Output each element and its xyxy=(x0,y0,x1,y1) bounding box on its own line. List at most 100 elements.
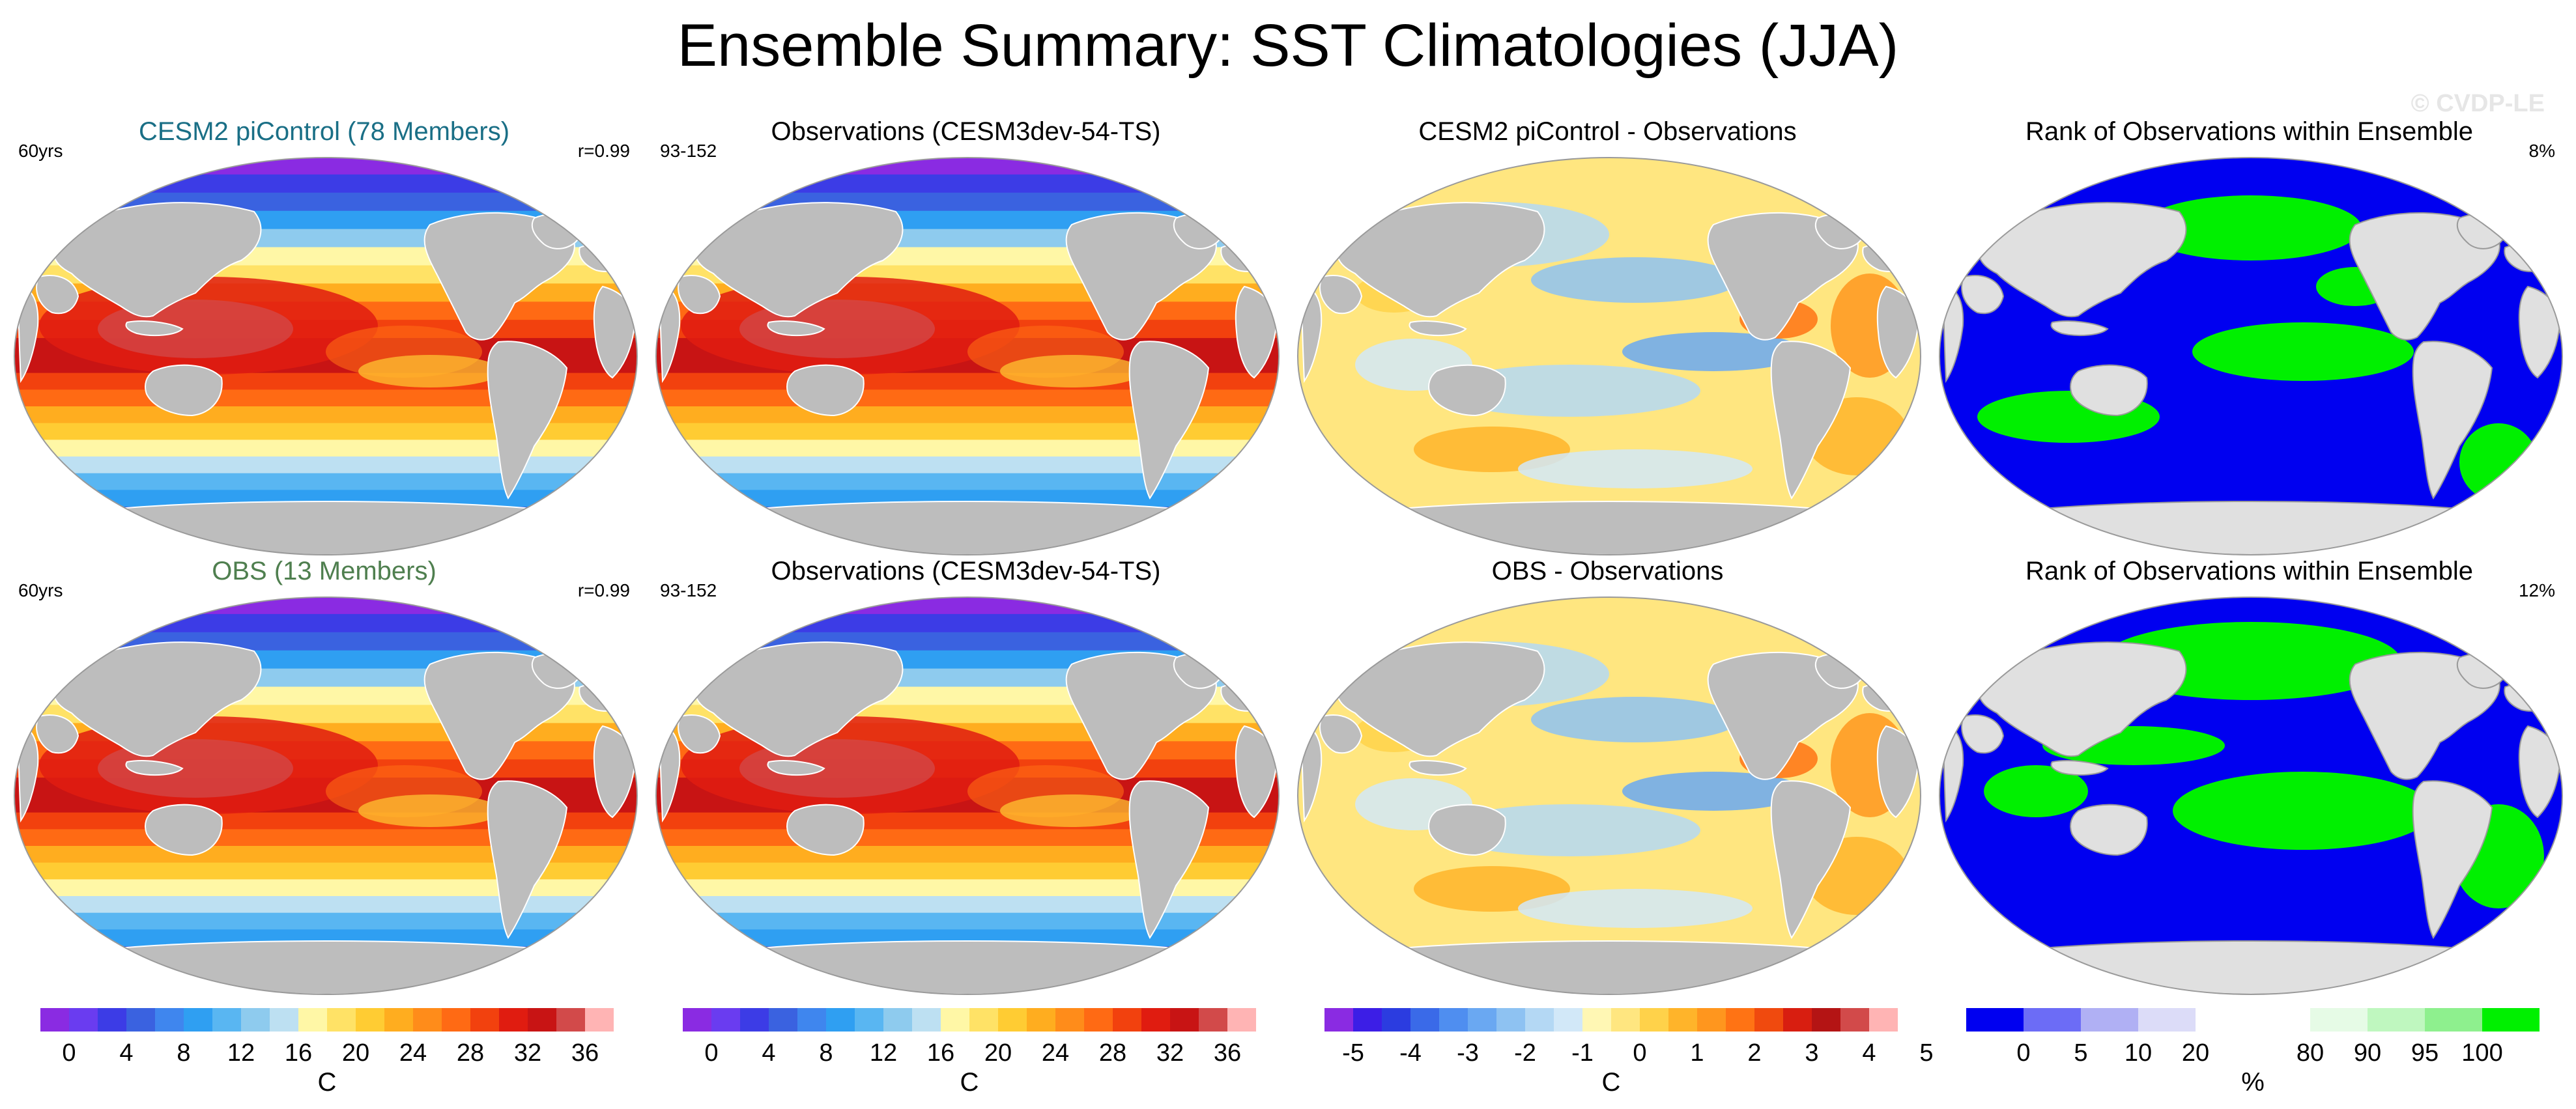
colorbar-tick-label: 3 xyxy=(1805,1039,1819,1067)
colorbar-swatch xyxy=(442,1008,470,1032)
panel-title: Rank of Observations within Ensemble xyxy=(2025,117,2473,146)
colorbar-swatch xyxy=(711,1008,740,1032)
map-sst xyxy=(655,156,1280,557)
colorbar-tick-label: -2 xyxy=(1514,1039,1536,1067)
panel-cesm2-climatology: CESM2 piControl (78 Members) 60yrs r=0.9… xyxy=(7,117,642,573)
colorbar-swatch xyxy=(413,1008,442,1032)
landmass xyxy=(1336,641,1545,757)
colorbar-tick-label: 24 xyxy=(399,1039,427,1067)
landmass xyxy=(678,714,721,754)
colorbar-tick-label: 100 xyxy=(2461,1039,2503,1067)
colorbar-swatch xyxy=(883,1008,912,1032)
colorbar-tick-label: 28 xyxy=(1098,1039,1127,1067)
colorbar-swatch xyxy=(126,1008,155,1032)
colorbar-swatch xyxy=(855,1008,883,1032)
world-map xyxy=(655,597,1280,995)
landmass xyxy=(89,501,562,555)
colorbar-swatch xyxy=(98,1008,126,1032)
data-field xyxy=(1939,158,2562,555)
colorbar-swatch xyxy=(2138,1008,2196,1032)
colorbar-tick-label: 0 xyxy=(1633,1039,1647,1067)
colorbar-tick-label: 8 xyxy=(819,1039,833,1067)
colorbar-swatch xyxy=(2310,1008,2368,1032)
landmass xyxy=(786,364,865,417)
colorbar-swatch xyxy=(1783,1008,1812,1032)
panel-right-label: 8% xyxy=(2528,141,2555,161)
colorbar-swatch xyxy=(1726,1008,1754,1032)
world-map xyxy=(1939,597,2563,995)
panel-title: CESM2 piControl - Observations xyxy=(1418,117,1797,146)
landmass xyxy=(2412,341,2493,499)
colorbar-tick-label: 8 xyxy=(177,1039,191,1067)
map-border xyxy=(1297,597,1921,995)
colorbar-swatch xyxy=(998,1008,1027,1032)
colorbar-tick-label: 4 xyxy=(1862,1039,1876,1067)
colorbar-swatches xyxy=(40,1008,614,1032)
landmass xyxy=(36,714,79,754)
landmass xyxy=(53,202,262,318)
landmass xyxy=(1373,501,1846,555)
map-border xyxy=(655,597,1280,995)
colorbar-swatch xyxy=(2425,1008,2482,1032)
colorbar-tick-label: -1 xyxy=(1571,1039,1594,1067)
landmass xyxy=(786,804,865,856)
colorbar-tick-label: 32 xyxy=(513,1039,542,1067)
panel-rank-2: Rank of Observations within Ensemble 12% xyxy=(1932,557,2567,1013)
landmass xyxy=(731,501,1204,555)
map-sst xyxy=(13,156,638,557)
colorbar-swatch xyxy=(1966,1008,2024,1032)
colorbar-swatch xyxy=(2081,1008,2138,1032)
colorbar-swatch xyxy=(2368,1008,2425,1032)
colorbar-swatch xyxy=(40,1008,69,1032)
colorbar-swatch xyxy=(384,1008,413,1032)
colorbar-diff: -5 -4 -3 -2 -1 0 1 2 3 4 5 C xyxy=(1324,1008,1934,1099)
colorbar-swatch xyxy=(1840,1008,1869,1032)
panel-cesm2-minus-obs: CESM2 piControl - Observations xyxy=(1290,117,1925,573)
landmass xyxy=(1319,714,1363,754)
landmass xyxy=(1336,202,1545,318)
colorbar-swatch xyxy=(499,1008,528,1032)
landmass xyxy=(1428,804,1506,856)
world-map xyxy=(655,157,1280,555)
colorbar-tick-label: 5 xyxy=(1919,1039,1934,1067)
landmass xyxy=(1428,364,1506,417)
landmass xyxy=(2070,364,2148,417)
colorbar-tick-label: 0 xyxy=(704,1039,719,1067)
panel-title: Observations (CESM3dev-54-TS) xyxy=(771,557,1161,585)
colorbar-swatch xyxy=(1353,1008,1382,1032)
map-border xyxy=(1939,597,2563,995)
colorbar-swatch xyxy=(2196,1008,2253,1032)
colorbar-swatch xyxy=(1468,1008,1496,1032)
colorbar-sst-1: 0 4 8 12 16 20 24 28 32 36 C xyxy=(40,1008,614,1099)
world-map xyxy=(1297,157,1921,555)
colorbar-tick-label: 32 xyxy=(1156,1039,1184,1067)
colorbar-swatch xyxy=(1668,1008,1697,1032)
colorbar-tick-label: 12 xyxy=(227,1039,255,1067)
colorbar-tick-label: 20 xyxy=(341,1039,370,1067)
colorbar-swatch xyxy=(1697,1008,1726,1032)
world-map xyxy=(1939,157,2563,555)
colorbar-swatch xyxy=(1084,1008,1113,1032)
colorbar-swatch xyxy=(1754,1008,1783,1032)
colorbar-swatch xyxy=(2482,1008,2540,1032)
colorbar-tick-label: -5 xyxy=(1342,1039,1364,1067)
colorbar-swatch xyxy=(769,1008,797,1032)
colorbar-swatch xyxy=(1869,1008,1898,1032)
landmass xyxy=(1961,275,2005,315)
landmass xyxy=(145,804,223,856)
landmass xyxy=(1319,275,1363,315)
panel-title: OBS - Observations xyxy=(1491,557,1724,585)
colorbar-swatch xyxy=(556,1008,585,1032)
map-border xyxy=(14,157,638,555)
colorbar-swatch xyxy=(2253,1008,2310,1032)
colorbar-unit: C xyxy=(1601,1068,1621,1097)
colorbar-swatch xyxy=(298,1008,327,1032)
landmass xyxy=(89,940,562,994)
colorbar-swatches xyxy=(683,1008,1256,1032)
colorbar-swatch xyxy=(797,1008,826,1032)
panel-right-label: r=0.99 xyxy=(577,141,630,161)
colorbar-swatch xyxy=(1199,1008,1227,1032)
colorbar-swatch xyxy=(683,1008,711,1032)
colorbar-swatch xyxy=(941,1008,969,1032)
landmass xyxy=(1128,780,1210,939)
